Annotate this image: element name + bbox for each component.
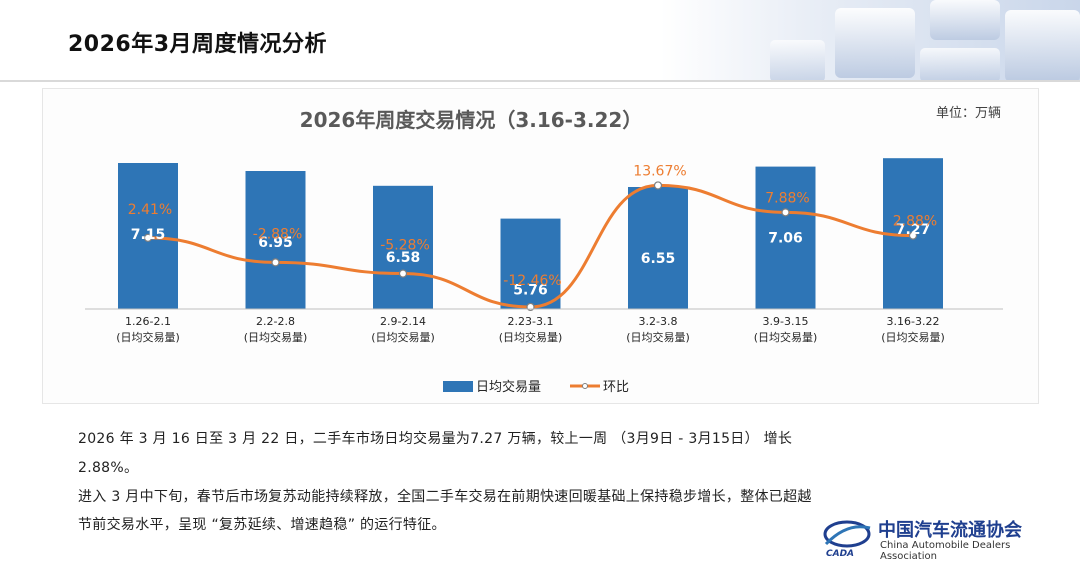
- chart-panel: 2026年周度交易情况（3.16-3.22） 单位：万辆 7.15 6.95 6.5…: [42, 88, 1039, 404]
- x-tick-sublabel: (日均交易量): [244, 330, 308, 344]
- labels-layer: 7.15 6.95 6.58 5.76 6.55 7.06 7.27 2.41% -2.88% -…: [128, 163, 937, 298]
- bar-value-label: 7.27: [896, 222, 931, 238]
- cada-logo-mark: CADA: [823, 520, 871, 559]
- x-tick-label: 3.2-3.8: [639, 315, 678, 328]
- decorative-cubes-image: [660, 0, 1080, 82]
- summary-line-1: 2026 年 3 月 16 日至 3 月 22 日，二手车市场日均交易量为7.2…: [78, 431, 793, 447]
- legend-line-marker: [582, 383, 588, 389]
- bar-value-label: 7.06: [768, 231, 803, 247]
- legend-line-label: 环比: [603, 380, 629, 395]
- line-value-label: 13.67%: [633, 163, 686, 179]
- logo-mark-text: CADA: [826, 549, 854, 558]
- bar-value-label: 6.58: [386, 250, 421, 266]
- x-tick-sublabel: (日均交易量): [754, 330, 818, 344]
- x-tick-sublabel: (日均交易量): [371, 330, 435, 344]
- legend-bar-label: 日均交易量: [476, 379, 541, 395]
- chart-unit-label: 单位：万辆: [936, 106, 1001, 121]
- line-value-label: -5.28%: [380, 238, 430, 254]
- summary-line-2: 2.88%。: [78, 460, 139, 476]
- summary-line-3: 进入 3 月中下旬，春节后市场复苏动能持续释放，全国二手车交易在前期快速回暖基础…: [78, 489, 812, 505]
- x-tick-sublabel: (日均交易量): [499, 330, 563, 344]
- bars-layer: [118, 158, 943, 309]
- bar-value-label: 6.55: [641, 251, 676, 267]
- weekly-trading-chart: 2026年周度交易情况（3.16-3.22） 单位：万辆 7.15 6.95 6.5…: [85, 106, 1003, 395]
- bar-value-label: 5.76: [513, 283, 548, 299]
- x-tick-sublabel: (日均交易量): [116, 330, 180, 344]
- chart-title: 2026年周度交易情况（3.16-3.22）: [300, 108, 643, 132]
- legend: 日均交易量 环比: [443, 379, 629, 395]
- line-layer: [143, 181, 918, 312]
- x-tick-label: 2.2-2.8: [256, 315, 295, 328]
- line-point: [398, 269, 408, 278]
- header-divider: [0, 80, 1080, 82]
- line-value-label: 2.41%: [128, 202, 172, 218]
- header: 2026年3月周度情况分析: [0, 0, 1080, 82]
- line-point: [781, 208, 790, 217]
- line-point: [271, 258, 280, 267]
- x-tick-label: 3.16-3.22: [887, 315, 940, 328]
- bar-value-label: 7.15: [131, 227, 166, 243]
- cada-logo: CADA 中国汽车流通协会 China Automobile Dealers A…: [820, 514, 1070, 562]
- line-point: [908, 231, 918, 240]
- summary-line-4: 节前交易水平，呈现 “复苏延续、增速趋稳” 的运行特征。: [78, 517, 446, 533]
- line-value-label: -12.46%: [503, 273, 561, 289]
- line-point: [143, 233, 153, 242]
- line-value-label: 2.88%: [893, 214, 937, 230]
- legend-bar-swatch: [443, 381, 473, 392]
- bar-value-label: 6.95: [258, 235, 293, 251]
- page-title: 2026年3月周度情况分析: [68, 32, 328, 57]
- line-value-label: -2.88%: [253, 226, 303, 242]
- bar-3.9-3.15: [755, 166, 816, 309]
- x-tick-label: 2.23-3.1: [508, 315, 554, 328]
- x-axis: 1.26-2.1 (日均交易量) 2.2-2.8 (日均交易量) 2.9-2.14 (日均…: [85, 308, 1003, 344]
- logo-english-name: China Automobile Dealers Association: [880, 540, 1011, 562]
- bar-2.9-2.14: [373, 185, 433, 309]
- x-tick-label: 2.9-2.14: [380, 315, 426, 328]
- x-tick-sublabel: (日均交易量): [881, 330, 945, 344]
- line-point: [653, 181, 663, 190]
- bar-3.2-3.8: [628, 187, 688, 309]
- line-value-label: 7.88%: [765, 190, 809, 206]
- bar-2.2-2.8: [245, 171, 306, 309]
- logo-chinese-name: 中国汽车流通协会: [878, 520, 1022, 541]
- x-tick-label: 3.9-3.15: [763, 315, 809, 328]
- x-tick-label: 1.26-2.1: [125, 315, 171, 328]
- x-tick-sublabel: (日均交易量): [626, 330, 690, 344]
- bar-2.23-3.1: [500, 218, 561, 309]
